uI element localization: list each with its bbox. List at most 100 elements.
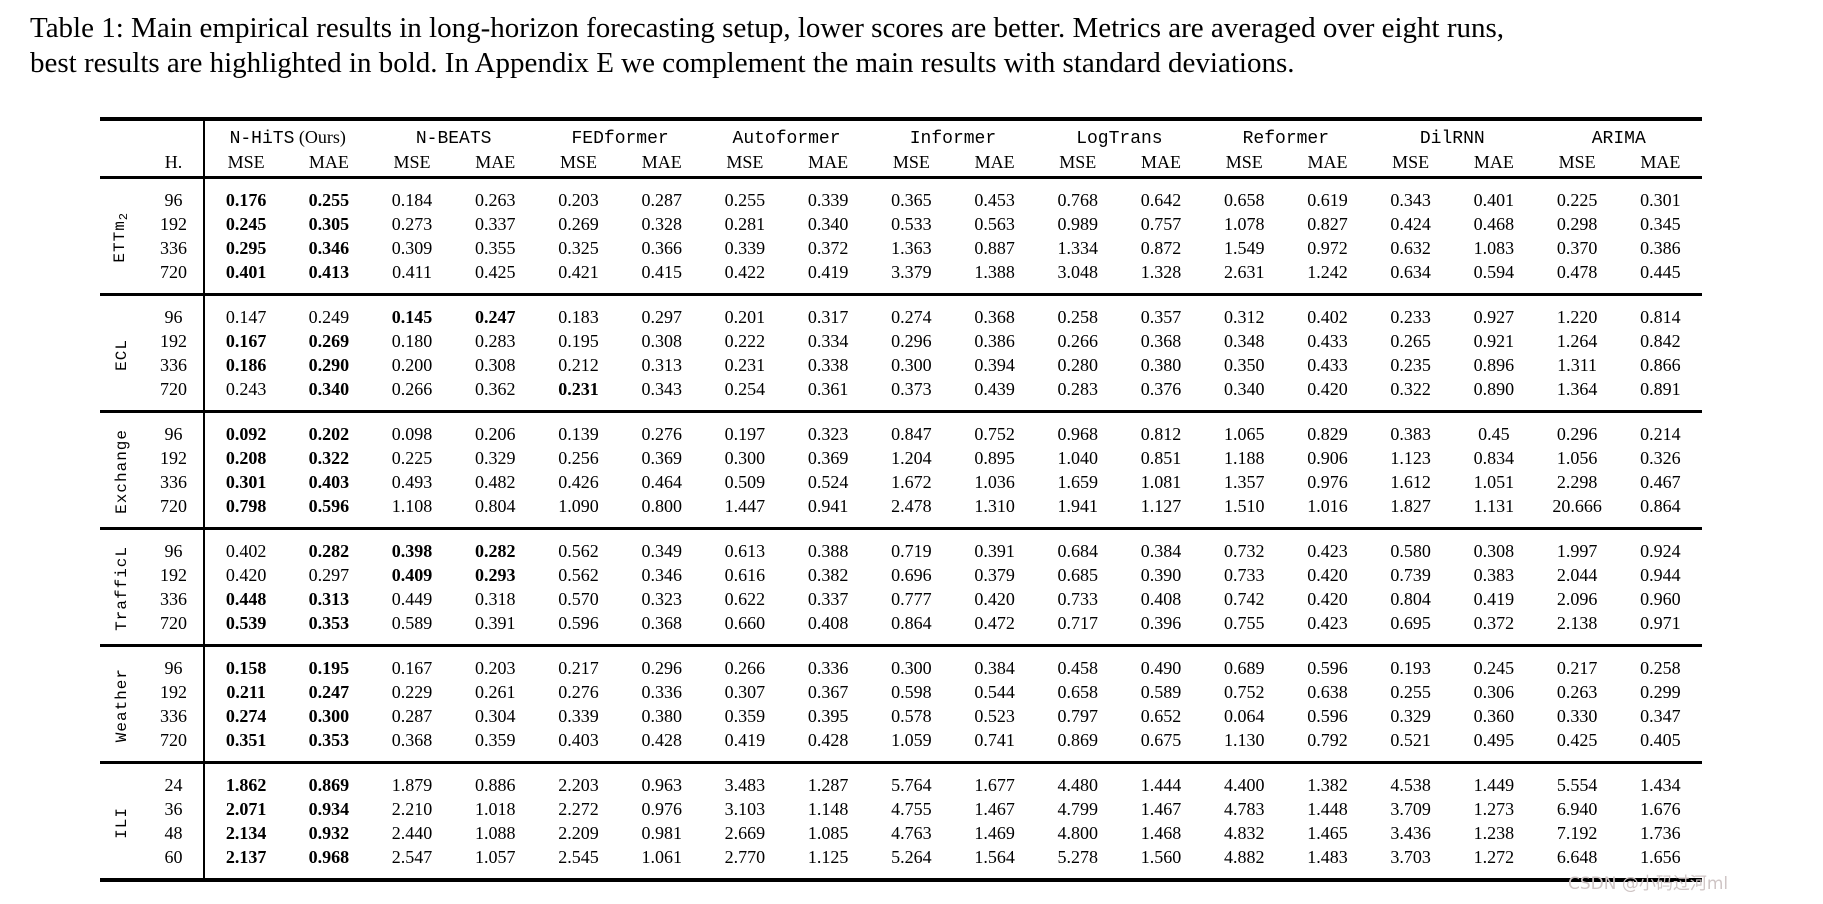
horizon-cell: 192 xyxy=(144,212,205,236)
value-cell: 0.258 xyxy=(1618,644,1702,680)
value-cell: 0.300 xyxy=(869,644,953,680)
value-cell: 2.210 xyxy=(391,799,433,819)
table-row: Exchange 96 0.092 0.202 0.098 0.206 0.139 0.276… xyxy=(100,410,1702,529)
value-cell: 1.108 xyxy=(391,496,433,516)
metric-header-mae: MAE xyxy=(1285,149,1370,179)
value-cell: 0.269 xyxy=(308,331,350,351)
horizon-cell: 720 xyxy=(144,494,205,529)
value-cell: 0.562 xyxy=(536,527,621,563)
value-cell: 0.408 xyxy=(1140,589,1182,609)
value-cell: 0.297 xyxy=(308,565,350,585)
value-cell: 0.394 xyxy=(974,355,1015,375)
value-cell: 0.869 xyxy=(1057,730,1099,750)
value-cell: 0.742 xyxy=(1223,589,1265,609)
value-cell: 0.340 xyxy=(807,214,849,234)
dataset-label-text: Exchange xyxy=(113,429,131,514)
value-cell: 0.255 xyxy=(724,190,766,210)
value-cell: 0.176 xyxy=(225,190,267,210)
value-cell: 0.245 xyxy=(225,214,267,234)
model-header-row: N-HiTS (Ours) N-BEATS FEDformer Autoformer I… xyxy=(100,119,1702,149)
metric-header-mse: MSE xyxy=(204,149,288,179)
value-cell: 0.337 xyxy=(807,589,849,609)
table-row: TrafficL 96 0.402 0.282 0.398 0.282 0.562 0.349… xyxy=(100,527,1702,646)
value-cell: 0.422 xyxy=(724,262,766,282)
value-cell: 0.968 xyxy=(308,847,350,867)
value-cell: 0.092 xyxy=(204,410,288,446)
value-cell: 0.391 xyxy=(952,527,1037,563)
dataset-label-text: ECL xyxy=(113,338,131,371)
value-cell: 0.343 xyxy=(1390,190,1431,210)
value-cell: 0.981 xyxy=(641,823,682,843)
value-cell: 2.096 xyxy=(1556,589,1598,609)
model-header-fedformer: FEDformer xyxy=(537,119,703,149)
metric-header-row: H. MSE MAE MSE MAE MSE MAE MSE MAE MSE MAE MSE MAE MS… xyxy=(100,149,1702,179)
dataset-label: ILI xyxy=(100,761,144,880)
value-cell: 0.638 xyxy=(1307,682,1348,702)
value-cell: 0.887 xyxy=(974,238,1015,258)
value-cell: 3.436 xyxy=(1390,823,1431,843)
value-cell: 1.127 xyxy=(1140,496,1182,516)
metric-header-mae: MAE xyxy=(1452,149,1536,179)
value-cell: 0.971 xyxy=(1640,613,1681,633)
value-cell: 0.401 xyxy=(225,262,267,282)
value-cell: 0.403 xyxy=(558,730,599,750)
value-cell: 0.203 xyxy=(453,644,537,680)
value-cell: 0.360 xyxy=(1473,706,1515,726)
value-cell: 1.676 xyxy=(1640,799,1681,819)
metric-header-mse: MSE xyxy=(1202,149,1286,179)
value-cell: 0.339 xyxy=(724,238,766,258)
value-cell: 3.379 xyxy=(891,262,932,282)
value-cell: 1.549 xyxy=(1223,238,1265,258)
value-cell: 0.184 xyxy=(391,190,433,210)
dataset-group-ecl: ECL 96 0.147 0.249 0.145 0.247 0.183 0.297 0.201… xyxy=(100,293,1702,412)
value-cell: 0.468 xyxy=(1473,214,1515,234)
value-cell: 0.890 xyxy=(1473,379,1515,399)
value-cell: 0.390 xyxy=(1140,565,1182,585)
value-cell: 1.467 xyxy=(1140,799,1182,819)
horizon-cell: 336 xyxy=(144,353,205,377)
value-cell: 0.419 xyxy=(724,730,766,750)
value-cell: 4.480 xyxy=(1036,761,1120,797)
value-cell: 0.413 xyxy=(308,262,350,282)
value-cell: 4.538 xyxy=(1369,761,1453,797)
value-cell: 0.167 xyxy=(225,331,267,351)
value-cell: 0.396 xyxy=(1140,613,1182,633)
value-cell: 0.383 xyxy=(1473,565,1515,585)
value-cell: 1.311 xyxy=(1557,355,1598,375)
value-cell: 0.158 xyxy=(204,644,288,680)
value-cell: 0.296 xyxy=(891,331,932,351)
model-header-reformer: Reformer xyxy=(1203,119,1369,149)
value-cell: 0.376 xyxy=(1140,379,1182,399)
caption-line-1: Table 1: Main empirical results in long-… xyxy=(30,12,1505,44)
value-cell: 0.361 xyxy=(807,379,849,399)
value-cell: 2.272 xyxy=(558,799,599,819)
model-header-autoformer: Autoformer xyxy=(703,119,869,149)
dataset-group-ettm2: ETTm2 96 0.176 0.255 0.184 0.263 0.203 0.287 0.2… xyxy=(100,177,1702,295)
value-cell: 0.921 xyxy=(1473,331,1515,351)
value-cell: 0.685 xyxy=(1057,565,1099,585)
value-cell: 0.201 xyxy=(703,293,787,329)
value-cell: 0.733 xyxy=(1057,589,1099,609)
value-cell: 0.864 xyxy=(1640,496,1681,516)
value-cell: 0.402 xyxy=(204,527,288,563)
metric-header-mae: MAE xyxy=(786,149,870,179)
value-cell: 0.408 xyxy=(807,613,849,633)
value-cell: 1.131 xyxy=(1473,496,1515,516)
value-cell: 0.472 xyxy=(974,613,1015,633)
value-cell: 0.235 xyxy=(1390,355,1431,375)
value-cell: 2.137 xyxy=(225,847,267,867)
value-cell: 0.521 xyxy=(1390,730,1431,750)
value-cell: 0.757 xyxy=(1140,214,1182,234)
value-cell: 0.439 xyxy=(974,379,1015,399)
value-cell: 1.085 xyxy=(807,823,849,843)
value-cell: 2.044 xyxy=(1556,565,1598,585)
value-cell: 4.763 xyxy=(891,823,932,843)
value-cell: 1.148 xyxy=(807,799,849,819)
value-cell: 0.589 xyxy=(1140,682,1182,702)
value-cell: 0.372 xyxy=(1473,613,1515,633)
value-cell: 0.388 xyxy=(786,527,870,563)
value-cell: 0.300 xyxy=(891,355,932,375)
table-row: 336 0.186 0.290 0.200 0.308 0.212 0.313 0.231 0.… xyxy=(100,353,1702,377)
horizon-cell: 336 xyxy=(144,236,205,260)
value-cell: 2.138 xyxy=(1556,613,1598,633)
